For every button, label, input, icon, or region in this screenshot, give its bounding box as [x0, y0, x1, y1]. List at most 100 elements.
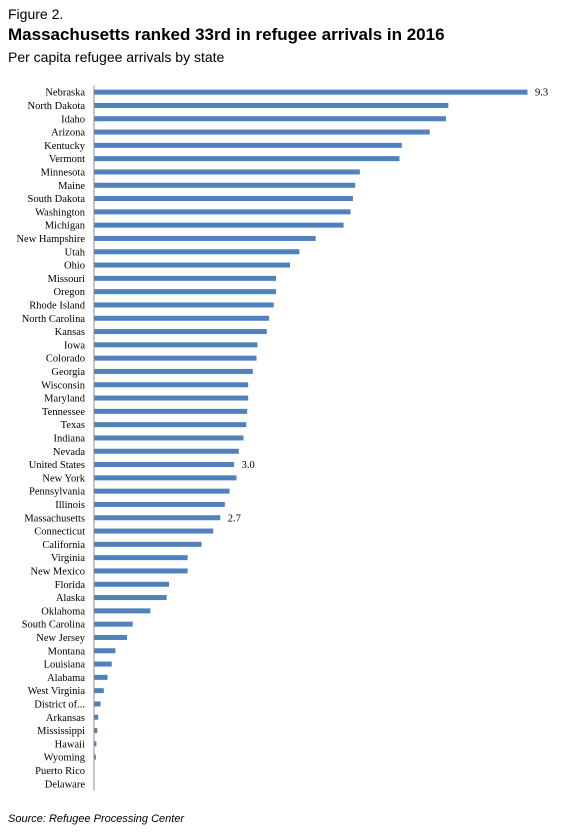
category-label: Tennessee: [42, 407, 85, 418]
category-label: Delaware: [45, 779, 86, 790]
bar: [94, 555, 188, 561]
bar: [94, 289, 277, 295]
category-label: Missouri: [48, 274, 85, 285]
category-label: Oregon: [54, 287, 86, 298]
bar: [94, 541, 202, 547]
category-label: Montana: [48, 646, 86, 657]
category-label: New Mexico: [30, 566, 85, 577]
bar: [94, 661, 112, 667]
category-label: United States: [29, 460, 85, 471]
bar: [94, 648, 116, 654]
bar: [94, 102, 449, 108]
bar: [94, 701, 101, 707]
bar: [94, 209, 351, 215]
bar: [94, 714, 99, 720]
category-label: Utah: [65, 247, 86, 258]
bar: [94, 621, 133, 627]
category-label: Colorado: [46, 354, 85, 365]
bar: [94, 528, 214, 534]
category-label: New Hampshire: [16, 234, 85, 245]
category-label: Minnesota: [41, 167, 86, 178]
bar: [94, 568, 188, 574]
category-label: North Carolina: [22, 314, 86, 325]
figure-label: Figure 2.: [8, 6, 64, 22]
bar: [94, 222, 344, 228]
bar: [94, 435, 244, 441]
category-label: Wisconsin: [41, 380, 86, 391]
category-label: Mississippi: [37, 726, 85, 737]
bar: [94, 674, 108, 680]
category-label: Florida: [55, 580, 86, 591]
category-label: District of...: [34, 699, 85, 710]
bar: [94, 448, 239, 454]
category-label: Iowa: [64, 340, 85, 351]
category-label: Georgia: [51, 367, 85, 378]
category-label: New Jersey: [36, 633, 85, 644]
bar: [94, 315, 270, 321]
category-label: North Dakota: [28, 101, 86, 112]
category-label: California: [42, 540, 85, 551]
category-label: Wyoming: [44, 753, 86, 764]
category-label: Puerto Rico: [35, 766, 85, 777]
data-label: 9.3: [535, 88, 548, 99]
bar: [94, 129, 430, 135]
bar: [94, 395, 249, 401]
category-label: Texas: [61, 420, 85, 431]
category-label: Ohio: [64, 261, 85, 272]
category-label: Alaska: [56, 593, 85, 604]
bar: [94, 368, 253, 374]
bar: [94, 462, 235, 468]
bar: [94, 501, 225, 507]
category-label: Idaho: [61, 114, 85, 125]
bar: [94, 249, 300, 255]
bar: [94, 89, 528, 95]
bar: [94, 142, 402, 148]
category-label: Arkansas: [46, 713, 85, 724]
data-label: 3.0: [242, 460, 255, 471]
category-label: Arizona: [51, 128, 85, 139]
bar: [94, 275, 277, 281]
bar: [94, 634, 128, 640]
bar: [94, 196, 353, 202]
bar: [94, 754, 96, 760]
bar: [94, 355, 257, 361]
category-label: Indiana: [54, 433, 86, 444]
bar: [94, 688, 104, 694]
category-label: New York: [42, 473, 85, 484]
category-label: Pennsylvania: [29, 487, 85, 498]
bar: [94, 262, 291, 268]
category-label: Rhode Island: [29, 300, 85, 311]
category-label: South Dakota: [28, 194, 86, 205]
bar: [94, 728, 98, 734]
chart-title: Massachusetts ranked 33rd in refugee arr…: [8, 25, 445, 44]
category-label: Louisiana: [44, 660, 86, 671]
category-label: Washington: [35, 207, 86, 218]
category-label: Michigan: [45, 221, 86, 232]
bar: [94, 408, 248, 414]
category-label: Alabama: [47, 673, 85, 684]
bar: [94, 475, 237, 481]
category-label: South Carolina: [22, 620, 86, 631]
source-note: Source: Refugee Processing Center: [8, 813, 185, 825]
category-label: Virginia: [51, 553, 86, 564]
bar: [94, 515, 221, 521]
category-label: Illinois: [55, 500, 85, 511]
bar: [94, 169, 360, 175]
category-label: Kansas: [55, 327, 85, 338]
bar: [94, 488, 230, 494]
bar: [94, 741, 97, 747]
bar: [94, 595, 167, 601]
category-label: Hawaii: [55, 739, 85, 750]
bar: [94, 608, 151, 614]
category-label: Maine: [58, 181, 85, 192]
category-label: Maryland: [44, 394, 86, 405]
data-label: 2.7: [228, 513, 241, 524]
category-label: Nebraska: [45, 88, 85, 99]
bar: [94, 342, 258, 348]
category-label: Massachusetts: [24, 513, 85, 524]
bar: [94, 182, 356, 188]
category-label: Nevada: [53, 447, 85, 458]
bar: [94, 235, 316, 241]
bar: [94, 581, 169, 587]
